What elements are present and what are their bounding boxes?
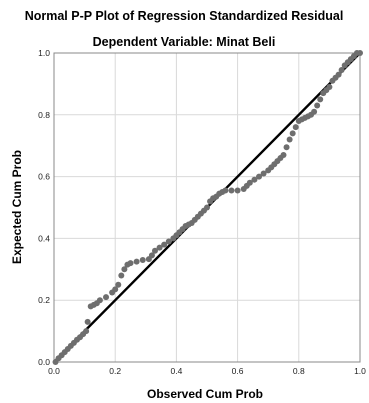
data-point xyxy=(286,136,293,143)
y-tick-label: 0.0 xyxy=(38,357,50,367)
data-point xyxy=(121,266,128,273)
y-axis-title: Expected Cum Prob xyxy=(10,150,24,264)
data-point xyxy=(292,124,299,131)
data-point xyxy=(204,204,210,211)
data-point xyxy=(127,260,134,267)
data-point xyxy=(228,187,235,194)
data-point xyxy=(317,96,324,103)
chart-title: Normal P-P Plot of Regression Standardiz… xyxy=(25,9,344,23)
x-tick-label: 0.4 xyxy=(170,366,182,376)
data-point xyxy=(311,108,318,115)
data-point xyxy=(133,258,140,265)
data-point xyxy=(280,151,287,158)
x-tick-label: 1.0 xyxy=(354,366,366,376)
data-point xyxy=(83,328,90,335)
y-tick-label: 0.2 xyxy=(38,295,50,305)
data-point xyxy=(161,241,168,248)
data-point xyxy=(84,318,91,325)
data-points xyxy=(52,50,363,365)
x-tick-label: 0.6 xyxy=(232,366,244,376)
data-point xyxy=(156,244,163,251)
data-point xyxy=(118,272,125,279)
x-tick-labels: 0.0 0.2 0.4 0.6 0.8 1.0 xyxy=(48,366,366,376)
x-tick-label: 0.0 xyxy=(48,366,60,376)
data-point xyxy=(222,187,229,194)
y-tick-label: 0.8 xyxy=(38,110,50,120)
data-point xyxy=(326,83,333,90)
data-point xyxy=(338,66,345,73)
data-point xyxy=(151,247,158,254)
y-tick-label: 1.0 xyxy=(38,48,50,58)
chart-subtitle: Dependent Variable: Minat Beli xyxy=(93,35,276,49)
data-point xyxy=(165,238,172,245)
data-point xyxy=(148,252,155,259)
y-tick-label: 0.4 xyxy=(38,233,50,243)
data-point xyxy=(251,176,258,183)
data-point xyxy=(260,170,267,177)
data-point xyxy=(139,257,146,264)
data-point xyxy=(246,179,253,186)
data-point xyxy=(115,281,122,288)
data-point xyxy=(314,102,321,109)
data-point xyxy=(289,130,296,137)
y-tick-label: 0.6 xyxy=(38,172,50,182)
data-point xyxy=(283,144,290,151)
x-tick-label: 0.8 xyxy=(293,366,305,376)
y-tick-labels: 0.0 0.2 0.4 0.6 0.8 1.0 xyxy=(38,48,50,367)
data-point xyxy=(256,173,263,180)
data-point xyxy=(357,50,363,56)
data-point xyxy=(234,187,241,194)
data-point xyxy=(335,71,342,78)
data-point xyxy=(96,297,103,304)
plot-frame xyxy=(53,52,361,363)
x-tick-label: 0.2 xyxy=(109,366,121,376)
x-axis-title: Observed Cum Prob xyxy=(147,387,263,401)
data-point xyxy=(112,286,119,293)
data-point xyxy=(103,294,110,301)
